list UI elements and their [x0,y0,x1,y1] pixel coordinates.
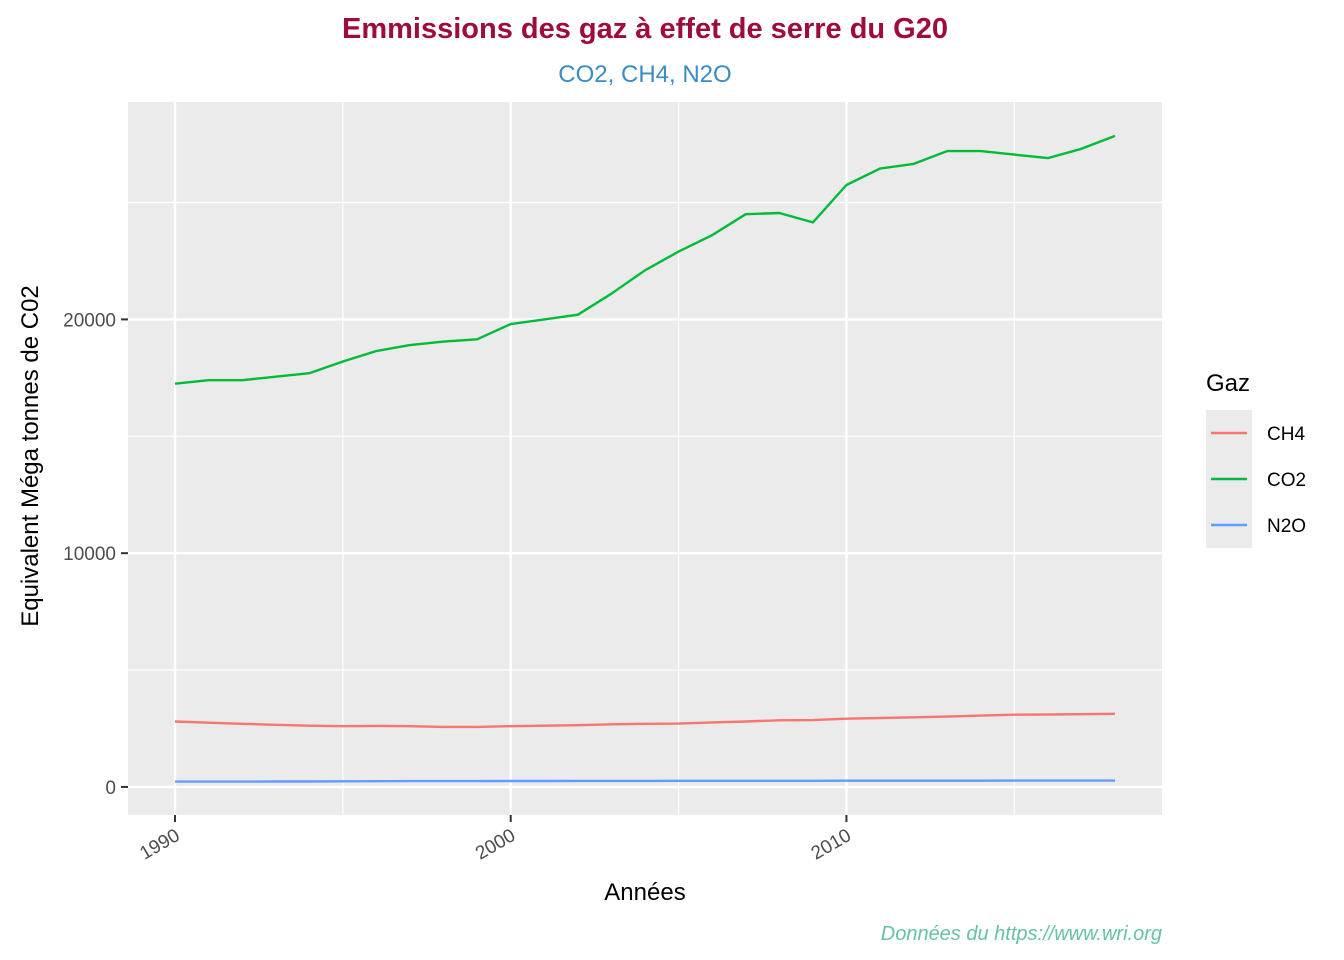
legend-label-ch4: CH4 [1267,424,1305,445]
x-axis: 1990 2000 2010 [136,815,855,864]
chart-subtitle: CO2, CH4, N2O [558,61,731,88]
major-gridlines [128,102,1162,815]
series-line-ch4 [174,712,1116,729]
x-axis-label: Années [604,879,685,906]
chart-title: Emmissions des gaz à effet de serre du G… [342,13,948,45]
series-lines [174,134,1116,783]
y-tick-label: 10000 [63,544,116,565]
y-axis-label: Equivalent Méga tonnes de C02 [17,285,44,627]
plot-panel [128,102,1162,815]
x-tick-label: 2000 [472,825,519,864]
series-line-co2 [174,134,1116,385]
legend: Gaz CH4 CO2 N2O [1206,370,1306,548]
legend-label-n2o: N2O [1267,516,1306,537]
y-tick-label: 0 [105,778,116,799]
minor-gridlines [128,102,1162,815]
x-tick-label: 1990 [136,825,183,864]
y-axis: 0 10000 20000 [63,310,128,799]
series-line-n2o [175,779,1115,783]
legend-label-co2: CO2 [1267,470,1306,491]
caption: Données du https://www.wri.org [881,923,1162,945]
y-tick-label: 20000 [63,310,116,331]
x-tick-label: 2010 [808,825,855,864]
legend-title: Gaz [1206,370,1250,397]
